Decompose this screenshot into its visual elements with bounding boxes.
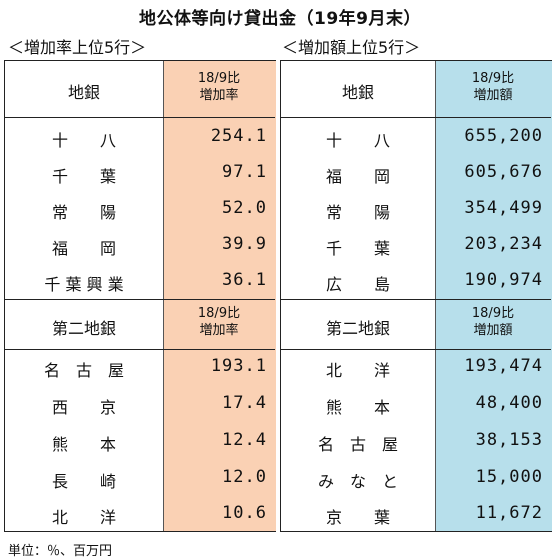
amount-value: 203,234 (464, 234, 543, 254)
rate-value: 39.9 (222, 234, 267, 254)
bank-name: 千 葉 興 業 (44, 275, 124, 294)
amount-value: 11,672 (475, 503, 543, 523)
rate-value: 52.0 (222, 198, 267, 218)
chigin-header: 地銀 (341, 83, 374, 102)
bank-name: 北 洋 (325, 361, 390, 380)
chigin-header: 地銀 (67, 83, 100, 102)
rate-column-background (163, 61, 276, 531)
chigin-amount-header-line1: 18/9比 (471, 71, 515, 86)
left-subtitle: ＜増加率上位5行＞ (8, 38, 147, 57)
bank-name: 福 岡 (51, 239, 116, 258)
bank-name: 常 陽 (51, 203, 116, 222)
chigin-rate-header-line1: 18/9比 (197, 71, 241, 86)
rate-value: 10.6 (222, 503, 267, 523)
divider (5, 117, 275, 118)
amount-column-background (435, 61, 552, 531)
bank-name: 熊 本 (51, 435, 116, 454)
amount-value: 655,200 (464, 126, 543, 146)
bank-name: 北 洋 (51, 508, 116, 527)
bank-name: 広 島 (325, 275, 390, 294)
daini-amount-header-line2: 増加額 (473, 323, 513, 338)
daini-header: 第二地銀 (325, 319, 390, 338)
amount-value: 48,400 (475, 393, 543, 413)
bank-name: 名 古 屋 (43, 361, 124, 380)
rate-value: 12.0 (222, 467, 267, 487)
bank-name: 長 崎 (51, 472, 116, 491)
daini-rate-header-line1: 18/9比 (197, 306, 241, 321)
bank-name: 熊 本 (325, 398, 390, 417)
daini-header: 第二地銀 (51, 319, 116, 338)
bank-name: 福 岡 (325, 167, 390, 186)
bank-name: 名 古 屋 (317, 435, 398, 454)
divider (281, 117, 551, 118)
divider (281, 299, 551, 300)
rate-value: 36.1 (222, 270, 267, 290)
chigin-amount-header: 18/9比 増加額 (435, 70, 551, 104)
chigin-rate-header-line2: 増加率 (199, 88, 239, 103)
divider (5, 299, 275, 300)
daini-rate-header-line2: 増加率 (199, 323, 239, 338)
chigin-amount-header-line2: 増加額 (473, 88, 513, 103)
daini-amount-header: 18/9比 増加額 (435, 305, 551, 339)
rate-value: 193.1 (210, 356, 267, 376)
bank-name: 十 八 (51, 131, 116, 150)
rate-value: 97.1 (222, 162, 267, 182)
amount-value: 15,000 (475, 467, 543, 487)
daini-amount-header-line1: 18/9比 (471, 306, 515, 321)
bank-name: み な と (317, 472, 398, 491)
amount-value: 605,676 (464, 162, 543, 182)
right-subtitle: ＜増加額上位5行＞ (282, 38, 421, 57)
page-title: 地公体等向け貸出金（19年9月末） (139, 9, 421, 29)
daini-rate-header: 18/9比 増加率 (163, 305, 275, 339)
rate-value: 254.1 (210, 126, 267, 146)
rate-ranking-table: 地銀 18/9比 増加率 十 八 254.1 千 葉 97.1 常 陽 52.0… (4, 60, 276, 532)
divider (281, 349, 551, 350)
amount-value: 354,499 (464, 198, 543, 218)
rate-value: 12.4 (222, 430, 267, 450)
bank-name: 京 葉 (325, 508, 390, 527)
chigin-rate-header: 18/9比 増加率 (163, 70, 275, 104)
amount-value: 190,974 (464, 270, 543, 290)
bank-name: 十 八 (325, 131, 390, 150)
rate-value: 17.4 (222, 393, 267, 413)
divider (5, 349, 275, 350)
unit-footnote: 単位：％、百万円 (8, 544, 113, 559)
bank-name: 常 陽 (325, 203, 390, 222)
bank-name: 千 葉 (325, 239, 390, 258)
amount-ranking-table: 地銀 18/9比 増加額 十 八 655,200 福 岡 605,676 常 陽… (280, 60, 552, 532)
bank-name: 千 葉 (51, 167, 116, 186)
amount-value: 38,153 (475, 430, 543, 450)
amount-value: 193,474 (464, 356, 543, 376)
bank-name: 西 京 (51, 398, 116, 417)
